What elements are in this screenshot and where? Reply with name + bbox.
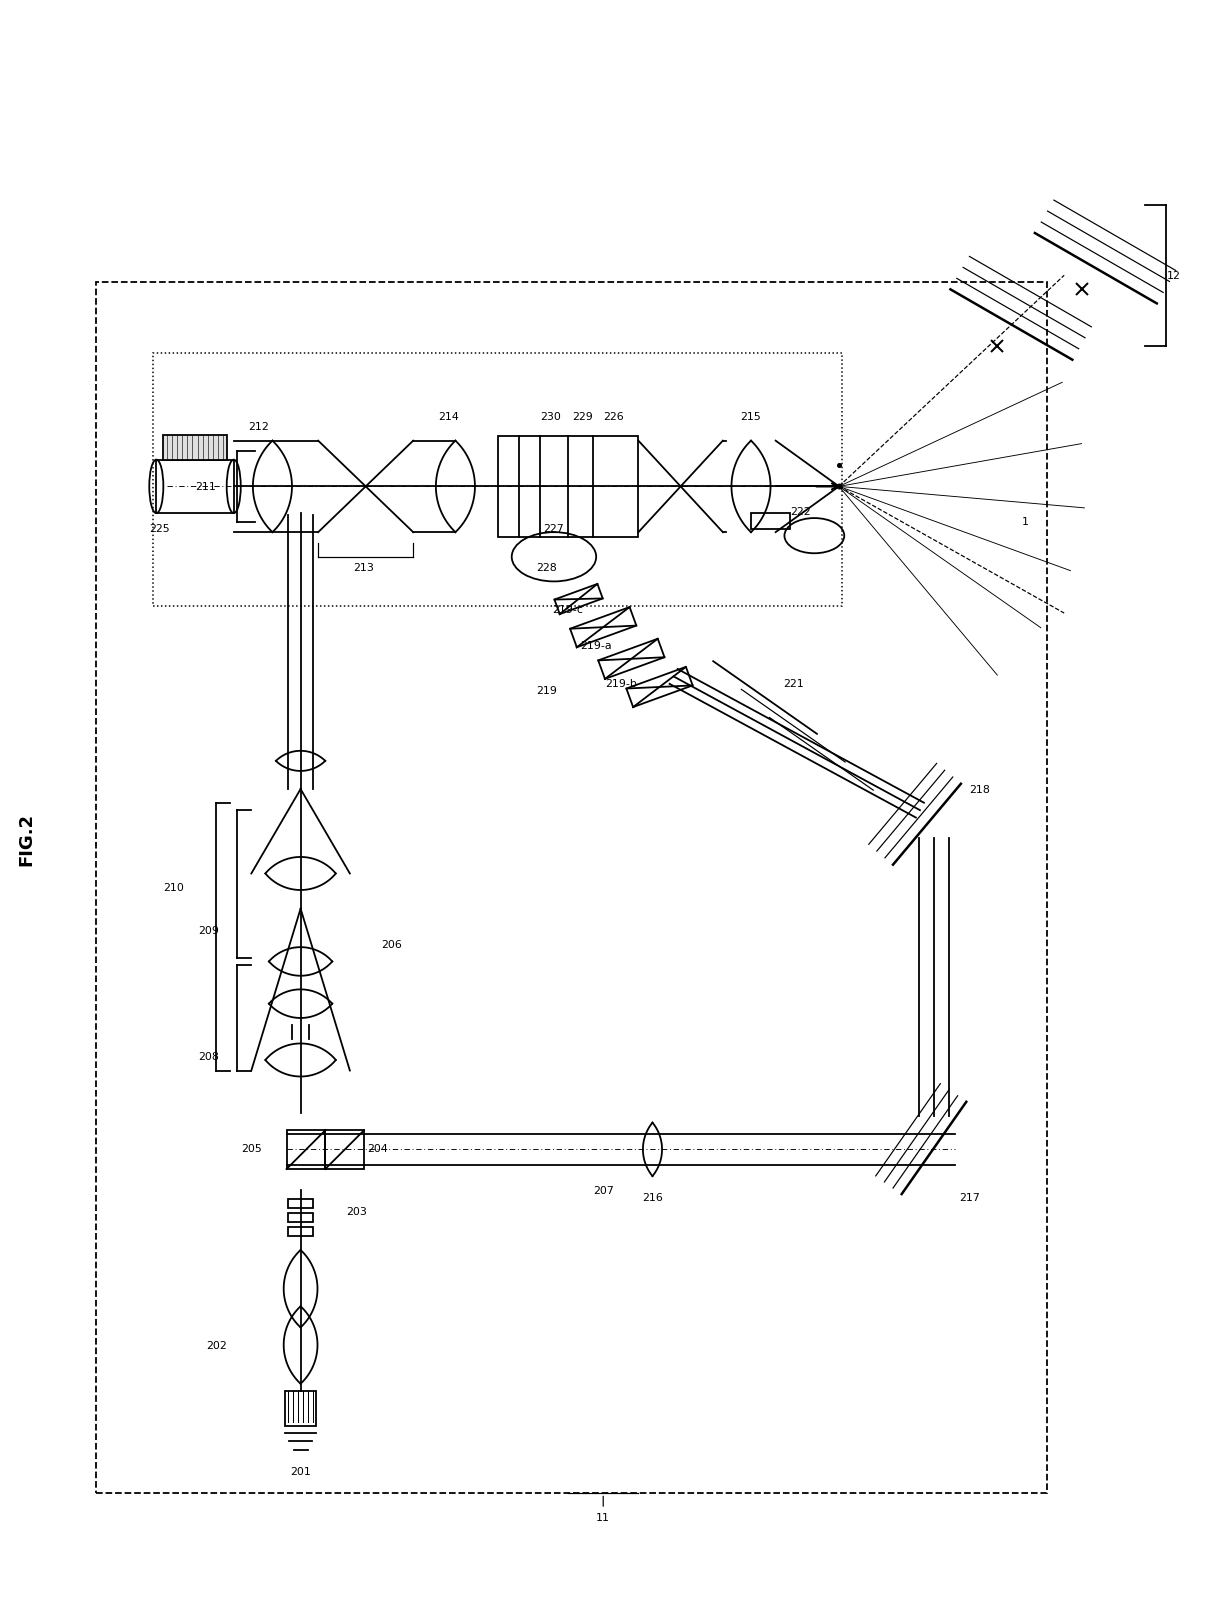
Text: 219: 219 xyxy=(537,686,557,696)
Bar xyxy=(288,1213,314,1221)
Bar xyxy=(288,1199,314,1208)
Text: 216: 216 xyxy=(642,1192,662,1202)
Text: 11: 11 xyxy=(596,1512,610,1522)
Text: 218: 218 xyxy=(968,784,990,794)
Bar xyxy=(285,1392,316,1425)
Bar xyxy=(163,435,227,460)
Bar xyxy=(326,1131,364,1170)
Bar xyxy=(153,354,842,606)
Text: 204: 204 xyxy=(368,1143,388,1154)
Text: 202: 202 xyxy=(206,1340,227,1350)
Text: 205: 205 xyxy=(241,1143,262,1154)
Text: 213: 213 xyxy=(353,562,374,572)
Text: 203: 203 xyxy=(346,1207,367,1216)
Text: 211: 211 xyxy=(195,482,216,492)
Bar xyxy=(96,283,1047,1493)
Text: 206: 206 xyxy=(381,938,403,950)
Text: 201: 201 xyxy=(291,1467,311,1477)
Text: 208: 208 xyxy=(199,1051,219,1062)
Bar xyxy=(288,1228,314,1236)
Text: 227: 227 xyxy=(544,524,564,534)
Text: 212: 212 xyxy=(248,423,269,432)
Text: 226: 226 xyxy=(603,411,624,421)
Text: 225: 225 xyxy=(150,524,170,534)
Bar xyxy=(497,437,638,538)
Text: 228: 228 xyxy=(537,562,557,572)
Text: 210: 210 xyxy=(163,882,185,893)
Text: 215: 215 xyxy=(740,411,761,421)
Text: 219-a: 219-a xyxy=(580,640,611,651)
Text: 209: 209 xyxy=(199,926,219,935)
Text: 207: 207 xyxy=(592,1186,614,1196)
Bar xyxy=(286,1131,326,1170)
Text: 230: 230 xyxy=(540,411,561,421)
Text: 219-b: 219-b xyxy=(604,678,637,689)
Text: 229: 229 xyxy=(572,411,592,421)
Text: 217: 217 xyxy=(959,1192,979,1202)
Text: 222: 222 xyxy=(790,506,810,516)
Text: 12: 12 xyxy=(1166,272,1179,281)
Text: 219-c: 219-c xyxy=(552,606,584,615)
Text: 221: 221 xyxy=(783,678,803,689)
Bar xyxy=(751,514,790,529)
Bar xyxy=(157,460,234,514)
Text: 214: 214 xyxy=(438,411,458,421)
Text: 1: 1 xyxy=(1021,517,1029,527)
Text: FIG.2: FIG.2 xyxy=(17,812,35,865)
